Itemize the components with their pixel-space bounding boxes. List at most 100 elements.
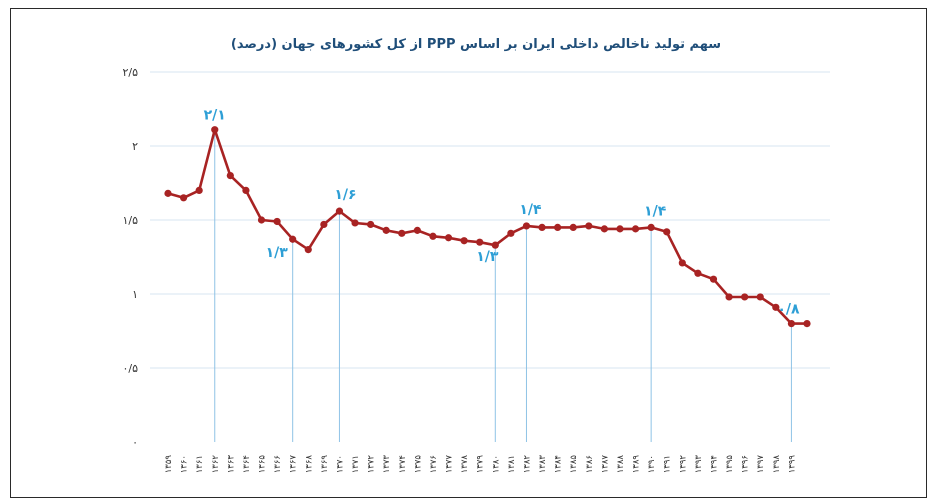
data-point — [663, 228, 671, 236]
data-point — [787, 320, 796, 328]
data-point — [242, 186, 250, 194]
data-point — [398, 229, 406, 237]
x-tick-label: ۱۳۷۵ — [413, 455, 423, 474]
data-label: ۱/۳ — [476, 249, 499, 265]
data-point — [694, 269, 702, 277]
x-tick-label: ۱۳۶۷ — [289, 455, 299, 474]
drop-line-layer — [214, 129, 792, 442]
data-point — [647, 223, 655, 231]
x-tick-label: ۱۳۹۴ — [709, 455, 719, 473]
x-tick-label: ۱۳۷۰ — [335, 455, 345, 473]
y-tick-label: ۲/۵ — [122, 66, 138, 79]
x-tick-label: ۱۳۹۶ — [741, 455, 751, 473]
y-tick-label: ۰ — [132, 436, 138, 449]
data-point — [491, 241, 499, 249]
data-point — [772, 303, 780, 311]
chart-title: سهم تولید ناخالص داخلی ایران بر اساس PPP… — [231, 37, 721, 52]
x-tick-label: ۱۳۹۲ — [678, 455, 688, 474]
x-tick-label: ۱۳۸۵ — [569, 455, 579, 474]
data-point — [460, 237, 468, 245]
data-label: ۱/۶ — [334, 187, 356, 203]
x-tick-label: ۱۳۶۶ — [273, 455, 283, 473]
data-point — [725, 293, 733, 301]
x-tick-label: ۱۳۶۱ — [195, 455, 205, 473]
x-tick-label: ۱۳۸۹ — [632, 455, 642, 474]
data-point — [678, 259, 686, 267]
data-label: ۰/۸ — [777, 302, 800, 318]
x-tick-label: ۱۳۶۳ — [226, 455, 236, 474]
x-tick-label: ۱۳۹۷ — [756, 455, 766, 474]
data-point — [351, 219, 359, 227]
x-tick-label: ۱۳۷۴ — [398, 455, 408, 473]
x-axis-ticks: ۱۳۵۹ ۱۳۶۰ ۱۳۶۱ ۱۳۶۲ ۱۳۶۳ ۱۳۶۴ ۱۳۶۵ ۱۳۶۶ ۱۳۶۷ ۱۳۶۸… — [164, 455, 797, 474]
data-label-layer: ۲/۱ ۱/۳ ۱/۶ ۱/۳ ۱/۴ ۱/۴ ۰/۸ — [204, 108, 800, 318]
x-tick-label: ۱۳۸۴ — [554, 455, 564, 473]
data-point — [211, 126, 219, 134]
data-point — [616, 225, 624, 233]
data-point — [631, 225, 640, 233]
y-tick-label: ۲ — [132, 140, 138, 153]
y-tick-label: ۰/۵ — [122, 362, 138, 375]
data-point — [289, 235, 297, 243]
data-point — [413, 226, 421, 234]
x-tick-label: ۱۳۸۲ — [522, 455, 532, 474]
data-point — [367, 220, 375, 229]
data-point — [741, 293, 749, 301]
data-point — [569, 223, 577, 231]
x-tick-label: ۱۳۷۸ — [460, 455, 470, 474]
data-point — [585, 222, 593, 230]
data-point — [476, 238, 484, 246]
data-point — [304, 246, 312, 254]
series-layer — [164, 126, 811, 328]
data-point — [382, 226, 390, 234]
data-point — [507, 229, 515, 237]
x-tick-label: ۱۳۹۰ — [647, 455, 657, 473]
data-point — [273, 217, 281, 226]
data-point — [709, 275, 718, 283]
data-point — [257, 216, 266, 224]
data-label: ۱/۳ — [266, 245, 289, 261]
x-tick-label: ۱۳۸۱ — [507, 455, 517, 473]
data-point — [179, 194, 188, 202]
y-axis-ticks: ۰ ۰/۵ ۱ ۱/۵ ۲ ۲/۵ — [122, 66, 138, 449]
x-tick-label: ۱۳۵۹ — [164, 455, 174, 474]
x-tick-label: ۱۳۷۳ — [382, 455, 392, 474]
data-point — [320, 220, 328, 229]
x-tick-label: ۱۳۹۹ — [787, 455, 797, 474]
x-tick-label: ۱۳۹۱ — [663, 455, 673, 473]
x-tick-label: ۱۳۸۶ — [585, 455, 595, 473]
data-point — [444, 234, 453, 242]
data-point — [164, 189, 172, 197]
data-label: ۱/۴ — [519, 202, 542, 218]
x-tick-label: ۱۳۶۲ — [211, 455, 221, 474]
x-tick-label: ۱۳۷۱ — [351, 455, 361, 473]
x-tick-label: ۱۳۹۵ — [725, 455, 735, 474]
data-point — [756, 293, 764, 301]
data-point — [226, 172, 234, 180]
x-tick-label: ۱۳۶۹ — [320, 455, 330, 474]
data-point — [803, 320, 811, 328]
series-line — [167, 128, 807, 325]
x-tick-label: ۱۳۸۸ — [616, 455, 626, 474]
y-tick-label: ۱ — [132, 288, 138, 301]
x-tick-label: ۱۳۹۸ — [772, 455, 782, 474]
x-tick-label: ۱۳۷۷ — [445, 455, 455, 474]
data-point — [554, 223, 562, 231]
chart-frame — [10, 8, 927, 498]
x-tick-label: ۱۳۶۰ — [180, 455, 190, 473]
x-tick-label: ۱۳۶۸ — [304, 455, 314, 474]
x-tick-label: ۱۳۷۶ — [429, 455, 439, 473]
x-tick-label: ۱۳۷۹ — [476, 455, 486, 474]
data-point — [335, 207, 344, 215]
y-tick-label: ۱/۵ — [122, 214, 138, 227]
data-point — [522, 222, 531, 230]
data-point — [600, 225, 608, 233]
x-tick-label: ۱۳۸۷ — [600, 455, 610, 474]
data-point — [195, 186, 203, 194]
grid-layer — [150, 71, 830, 369]
x-tick-label: ۱۳۷۲ — [367, 455, 377, 474]
data-point — [538, 223, 546, 231]
data-label: ۱/۴ — [644, 203, 667, 219]
data-label: ۲/۱ — [204, 108, 226, 124]
